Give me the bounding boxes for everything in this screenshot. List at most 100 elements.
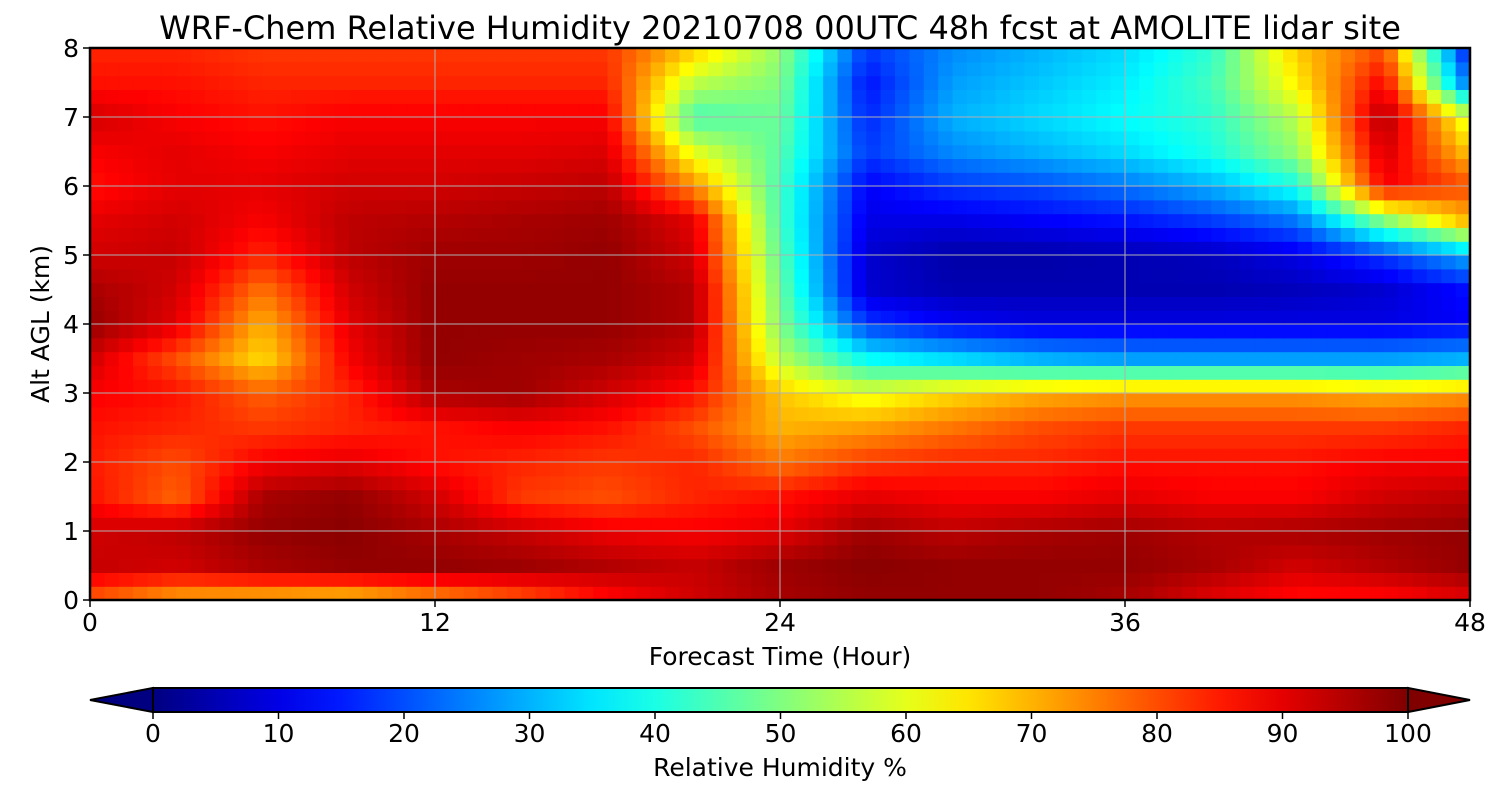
heatmap-cell [650,48,666,63]
heatmap-cell [291,186,307,201]
heatmap-cell [492,434,508,449]
heatmap-cell [909,324,925,339]
heatmap-cell [736,255,752,270]
heatmap-cell [1110,531,1126,546]
heatmap-cell [952,310,968,325]
heatmap-cell [348,489,364,504]
heatmap-cell [262,337,278,353]
heatmap-cell [636,199,652,215]
heatmap-cell [478,268,494,284]
heatmap-cell [1024,406,1040,422]
heatmap-cell [1010,186,1025,201]
heatmap-cell [478,89,494,104]
heatmap-cell [262,586,278,600]
heatmap-cell [938,531,954,546]
heatmap-cell [1340,517,1356,532]
heatmap-cell [478,310,494,325]
heatmap-cell [1053,117,1069,132]
heatmap-cell [722,393,738,408]
heatmap-cell [248,186,264,201]
heatmap-cell [348,434,364,449]
heatmap-cell [837,186,853,201]
heatmap-cell [449,213,465,228]
heatmap-cell [406,337,422,353]
heatmap-cell [780,503,795,518]
heatmap-cell [176,268,192,284]
heatmap-cell [1225,420,1241,435]
heatmap-cell [1283,420,1299,435]
heatmap-cell [679,558,695,573]
heatmap-cell [1182,531,1198,546]
heatmap-cell [363,324,379,339]
heatmap-cell [851,282,867,297]
heatmap-cell [765,296,781,311]
heatmap-cell [90,255,105,270]
heatmap-cell [1383,282,1399,297]
heatmap-cell [1455,172,1470,187]
heatmap-cell [492,172,508,187]
heatmap-cell [751,558,767,573]
heatmap-cell [161,48,177,63]
heatmap-cell [866,48,882,63]
heatmap-cell [1211,586,1227,600]
heatmap-cell [966,462,982,477]
heatmap-cell [564,586,580,600]
heatmap-cell [219,227,235,242]
heatmap-cell [938,420,954,435]
heatmap-cell [133,158,149,173]
heatmap-cell [363,558,379,573]
heatmap-cell [708,586,724,600]
heatmap-cell [449,365,465,380]
heatmap-cell [722,117,738,132]
heatmap-cell [176,462,192,477]
heatmap-cell [90,241,105,256]
heatmap-cell [1412,199,1428,215]
heatmap-cell [535,227,551,242]
heatmap-cell [1038,103,1054,118]
heatmap-cell [995,268,1011,284]
heatmap-cell [320,268,335,284]
heatmap-cell [794,351,810,366]
heatmap-cell [665,324,680,339]
heatmap-cell [851,406,867,422]
heatmap-cell [492,406,508,422]
heatmap-cell [1398,544,1414,560]
heatmap-cell [1297,393,1313,408]
heatmap-cell [1038,586,1054,600]
heatmap-cell [363,365,379,380]
heatmap-cell [938,241,954,256]
heatmap-cell [1268,517,1284,532]
heatmap-cell [248,310,264,325]
heatmap-cell [765,517,781,532]
heatmap-cell [262,186,278,201]
heatmap-cell [636,241,652,256]
heatmap-cell [1398,434,1414,449]
heatmap-cell [780,544,795,560]
heatmap-cell [1196,130,1212,146]
heatmap-cell [1168,48,1184,63]
heatmap-cell [665,572,680,587]
heatmap-cell [564,199,580,215]
heatmap-cell [952,393,968,408]
heatmap-cell [550,89,565,104]
heatmap-cell [1283,324,1299,339]
heatmap-cell [1455,586,1470,600]
heatmap-cell [636,517,652,532]
heatmap-cell [248,75,264,90]
heatmap-cell [348,544,364,560]
heatmap-cell [1225,475,1241,491]
heatmap-cell [1326,255,1342,270]
heatmap-cell [535,393,551,408]
heatmap-cell [1196,75,1212,90]
heatmap-cell [1326,365,1342,380]
heatmap-cell [693,103,709,118]
heatmap-cell [147,420,163,435]
heatmap-cell [521,448,537,463]
heatmap-cell [176,296,192,311]
heatmap-cell [1010,227,1025,242]
heatmap-cell [837,268,853,284]
heatmap-cell [751,117,767,132]
heatmap-cell [1024,144,1040,159]
heatmap-cell [233,503,249,518]
